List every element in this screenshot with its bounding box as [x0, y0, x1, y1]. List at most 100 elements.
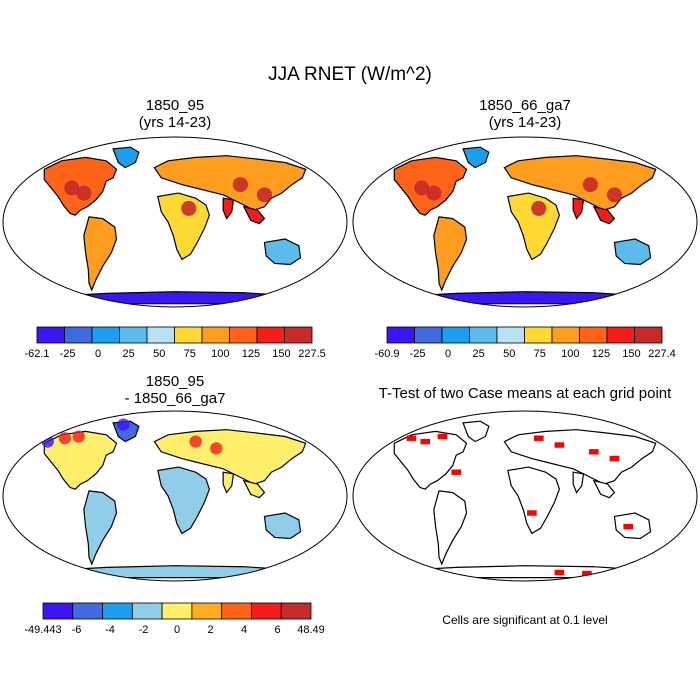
- sig-cell-7: [451, 469, 462, 475]
- colorbar-1850-95-label-0: -62.1: [24, 348, 49, 360]
- panel4-title: T-Test of two Case means at each grid po…: [340, 385, 700, 402]
- hotspot-4: [531, 200, 547, 216]
- sig-cell-3: [533, 435, 544, 441]
- map-difference-africa: [157, 466, 211, 535]
- colorbar-1850-95-label-7: 125: [242, 348, 260, 360]
- diff-hot-3: [210, 442, 223, 455]
- colorbar-1850-95-label-6: 100: [211, 348, 229, 360]
- map-ttest-northAmerica: [393, 430, 468, 490]
- colorbar-1850-66-ga7-swatch-9: [634, 326, 663, 344]
- colorbar-difference-label-5: 2: [207, 624, 213, 636]
- map-difference-seAsia: [242, 479, 266, 499]
- hotspot-4: [181, 200, 197, 216]
- colorbar-difference-label-4: 0: [174, 624, 180, 636]
- panel3-title: 1850_95 - 1850_66_ga7: [25, 373, 325, 407]
- colorbar-difference-swatch-2: [102, 602, 133, 620]
- colorbar-1850-66-ga7-label-4: 50: [503, 348, 515, 360]
- colorbar-difference-swatch-3: [131, 602, 163, 620]
- panel2-title-line1: 1850_66_ga7: [479, 97, 571, 114]
- colorbar-1850-95-swatch-5: [174, 326, 203, 344]
- sig-cell-11: [582, 570, 592, 577]
- map-1850-95-australia: [263, 238, 302, 266]
- hotspot-3: [256, 187, 273, 203]
- hotspot-2: [232, 177, 248, 193]
- colorbar-1850-95-swatch-6: [201, 326, 230, 344]
- sig-cell-9: [623, 523, 634, 530]
- sig-cell-6: [609, 455, 620, 462]
- hotspot-2: [582, 177, 598, 193]
- colorbar-difference-label-3: -2: [139, 624, 149, 636]
- colorbar-difference-label-0: -49.443: [24, 624, 61, 636]
- colorbar-1850-66-ga7-swatch-5: [524, 326, 553, 344]
- map-1850-66-ga7-southAmerica: [433, 216, 468, 292]
- diff-cold-1: [117, 418, 130, 431]
- map-1850-66-ga7-seAsia: [592, 205, 616, 225]
- map-1850-95: [2, 136, 348, 308]
- map-1850-95-southAmerica: [83, 216, 118, 292]
- map-1850-95-greenland: [112, 146, 140, 169]
- colorbar-difference-swatch-6: [221, 602, 252, 620]
- colorbar-1850-95-swatch-3: [119, 326, 148, 344]
- map-ttest-seAsia: [592, 479, 616, 499]
- colorbar-1850-66-ga7: -60.9 -25 0 25 50 75 100 125 150 227.4: [374, 326, 676, 360]
- colorbar-1850-95-swatch-9: [284, 326, 313, 344]
- colorbar-1850-66-ga7-label-8: 150: [622, 348, 640, 360]
- panel3-title-line1: 1850_95: [145, 373, 205, 390]
- hotspot-0: [414, 180, 430, 196]
- map-difference-northAmerica: [43, 430, 118, 490]
- map-difference-australia: [263, 512, 302, 540]
- map-1850-66-ga7-greenland: [462, 146, 490, 169]
- colorbar-1850-95-label-4: 50: [153, 348, 165, 360]
- colorbar-difference-label-8: 48.49: [297, 624, 325, 636]
- ttest-note: Cells are significant at 0.1 level: [442, 613, 608, 627]
- map-ttest-eurasia: [503, 429, 657, 485]
- hotspot-0: [64, 180, 80, 196]
- colorbar-1850-66-ga7-swatch-7: [579, 326, 608, 344]
- hotspot-1: [76, 185, 92, 201]
- colorbar-1850-66-ga7-label-9: 227.4: [648, 348, 676, 360]
- map-ttest-southAmerica: [433, 490, 468, 566]
- panel3-title-line2: - 1850_66_ga7: [124, 390, 226, 407]
- colorbar-difference-label-1: -6: [72, 624, 82, 636]
- colorbar-1850-95-label-8: 150: [272, 348, 290, 360]
- sig-cell-5: [588, 449, 599, 455]
- map-difference: [2, 410, 348, 582]
- colorbar-1850-95-swatch-4: [146, 326, 175, 344]
- sig-cell-2: [437, 433, 448, 440]
- panel1-title-line2: (yrs 14-23): [138, 114, 212, 131]
- colorbar-1850-95-swatch-1: [64, 326, 93, 344]
- map-1850-66-ga7-australia: [613, 238, 652, 266]
- panel1-title-line1: 1850_95: [145, 97, 205, 114]
- colorbar-1850-66-ga7-swatch-3: [469, 326, 498, 344]
- colorbar-difference-swatch-7: [251, 602, 282, 620]
- colorbar-1850-66-ga7-label-6: 100: [561, 348, 579, 360]
- colorbar-difference: -49.443 -6 -4 -2 0 2 4 6 48.49: [24, 602, 325, 636]
- colorbar-1850-66-ga7-label-7: 125: [592, 348, 610, 360]
- colorbar-difference-swatch-5: [191, 602, 223, 620]
- map-1850-66-ga7: [352, 136, 698, 308]
- panel2-title-line2: (yrs 14-23): [488, 114, 562, 131]
- map-difference-southAmerica: [83, 490, 118, 566]
- colorbar-1850-95: -62.1 -25 0 25 50 75 100 125 150 227.5: [24, 326, 326, 360]
- colorbar-difference-swatch-8: [280, 602, 312, 620]
- map-ttest-india: [572, 471, 585, 494]
- colorbar-1850-66-ga7-swatch-8: [606, 326, 635, 344]
- colorbar-1850-66-ga7-swatch-2: [441, 326, 470, 344]
- sig-cell-8: [527, 510, 537, 516]
- figure-title: JJA RNET (W/m^2): [268, 64, 432, 85]
- colorbar-1850-66-ga7-swatch-1: [414, 326, 443, 344]
- colorbar-1850-66-ga7-label-5: 75: [534, 348, 546, 360]
- colorbar-1850-66-ga7-swatch-4: [496, 326, 525, 344]
- colorbar-1850-95-swatch-0: [36, 326, 65, 344]
- colorbar-1850-95-swatch-2: [91, 326, 120, 344]
- colorbar-difference-swatch-0: [42, 602, 74, 620]
- diff-hot-0: [58, 432, 72, 445]
- map-1850-95-seAsia: [242, 205, 266, 225]
- colorbar-difference-swatch-1: [72, 602, 103, 620]
- map-ttest-greenland: [462, 420, 490, 443]
- sig-cell-4: [554, 442, 565, 448]
- hotspot-1: [426, 185, 442, 201]
- colorbar-1850-66-ga7-swatch-0: [386, 326, 415, 344]
- colorbar-1850-66-ga7-label-1: -25: [410, 348, 426, 360]
